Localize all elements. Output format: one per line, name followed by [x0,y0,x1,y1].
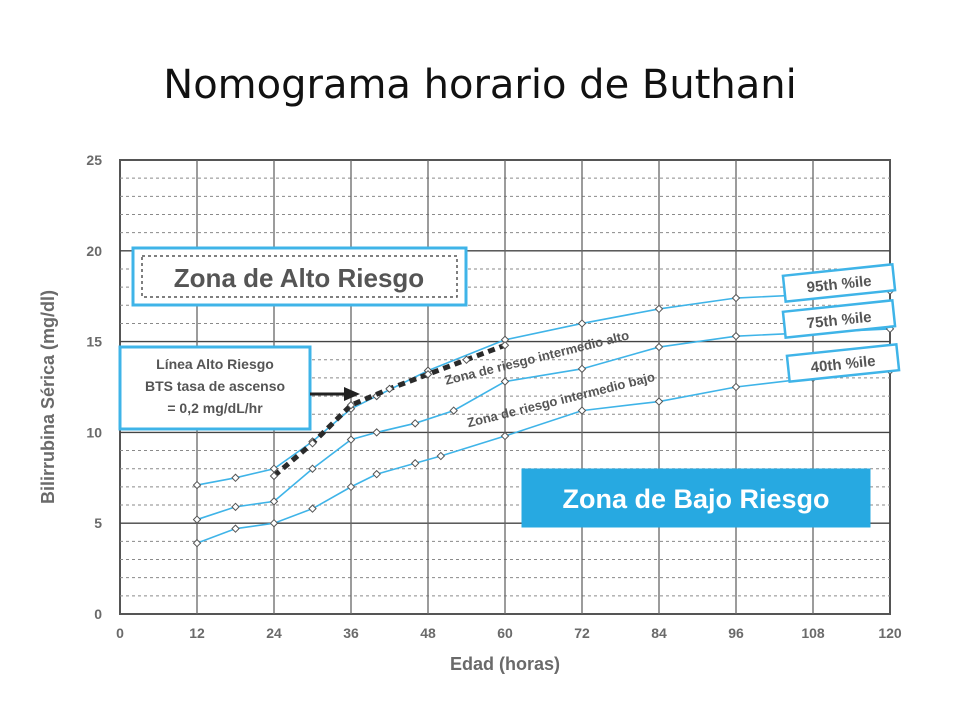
x-tick-label: 12 [189,625,205,641]
x-tick-label: 72 [574,625,590,641]
data-point [192,515,202,524]
data-point [410,459,420,468]
data-point [436,451,446,461]
x-tick-label: 36 [343,625,359,641]
high-risk-zone-inner [141,255,458,298]
percentile-line-1 [196,328,891,521]
x-tick-label: 84 [651,625,667,641]
data-point [346,482,356,492]
data-point [269,464,279,473]
p75-label: 75th %ile [806,309,872,333]
data-point [654,397,664,406]
data-point [231,524,240,533]
p40-label-group: 40th %ile [785,342,901,384]
y-tick-label: 5 [94,515,102,531]
data-point [731,331,741,341]
y-tick-label: 10 [86,424,102,440]
callout-arrow-head [344,387,360,401]
p75-label-group: 75th %ile [781,298,897,340]
data-point [308,464,317,473]
data-point [462,355,471,365]
high-risk-line-label: = 0,2 mg/dL/hr [167,400,263,416]
data-point [500,335,510,345]
y-tick-label: 0 [94,606,102,622]
x-tick-label: 108 [801,625,825,641]
data-point [192,480,202,490]
data-point [500,377,510,386]
series-layer [192,286,895,548]
y-tick-label: 25 [86,152,102,168]
x-tick-label: 48 [420,625,436,641]
high-risk-line-label: BTS tasa de ascenso [145,378,285,394]
slide-title: Nomograma horario de Buthani [163,62,797,108]
x-tick-label: 120 [878,625,902,641]
high-risk-line-box [118,345,312,431]
data-point [269,471,279,481]
low-risk-zone-label: Zona de Bajo Riesgo [562,484,829,514]
x-axis-label: Edad (horas) [450,654,560,674]
data-point [346,400,356,410]
y-axis-label: Bilirrubina Sérica (mg/dl) [38,290,58,504]
y-tick-label: 20 [86,243,102,259]
data-point [449,406,458,415]
data-point [654,342,664,352]
data-point [410,419,420,428]
data-point [308,439,317,448]
x-tick-label: 0 [116,625,124,641]
p95-label-box [781,262,897,304]
y-tick-label: 15 [86,334,102,350]
high-risk-zone-label: Zona de Alto Riesgo [174,263,424,293]
data-point [385,384,394,394]
data-point [192,538,202,548]
p40-label-box [785,342,901,384]
data-point [372,428,381,437]
x-tick-label: 24 [266,625,282,641]
data-point [269,518,279,528]
p95-label-group: 95th %ile [781,262,897,304]
p95-label: 95th %ile [806,273,872,297]
data-point [269,497,279,506]
data-point [231,473,240,483]
x-tick-label: 96 [728,625,744,641]
data-point [308,504,317,513]
data-point [577,319,587,328]
data-point [423,370,433,379]
percentile-line-2 [196,369,891,544]
data-point [731,382,741,392]
data-point [231,502,240,512]
p40-label: 40th %ile [810,353,876,377]
data-point [372,469,381,479]
low-risk-zone-box [521,468,871,528]
p75-label-box [781,298,897,340]
x-tick-label: 60 [497,625,513,641]
data-point [654,304,664,314]
data-point [346,435,356,444]
data-point [577,406,587,415]
data-point [577,364,587,374]
high-risk-line-label: Línea Alto Riesgo [156,356,274,372]
axis-layer: 0 5 10 15 20 25 0 12 24 36 48 60 72 84 96 108 120 Edad (h… [38,152,902,674]
data-point [500,340,510,350]
grid-layer [119,159,891,615]
data-point [500,431,510,441]
data-point [731,293,741,303]
